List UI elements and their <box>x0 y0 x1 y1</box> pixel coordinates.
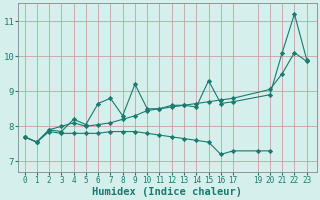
X-axis label: Humidex (Indice chaleur): Humidex (Indice chaleur) <box>92 186 243 197</box>
